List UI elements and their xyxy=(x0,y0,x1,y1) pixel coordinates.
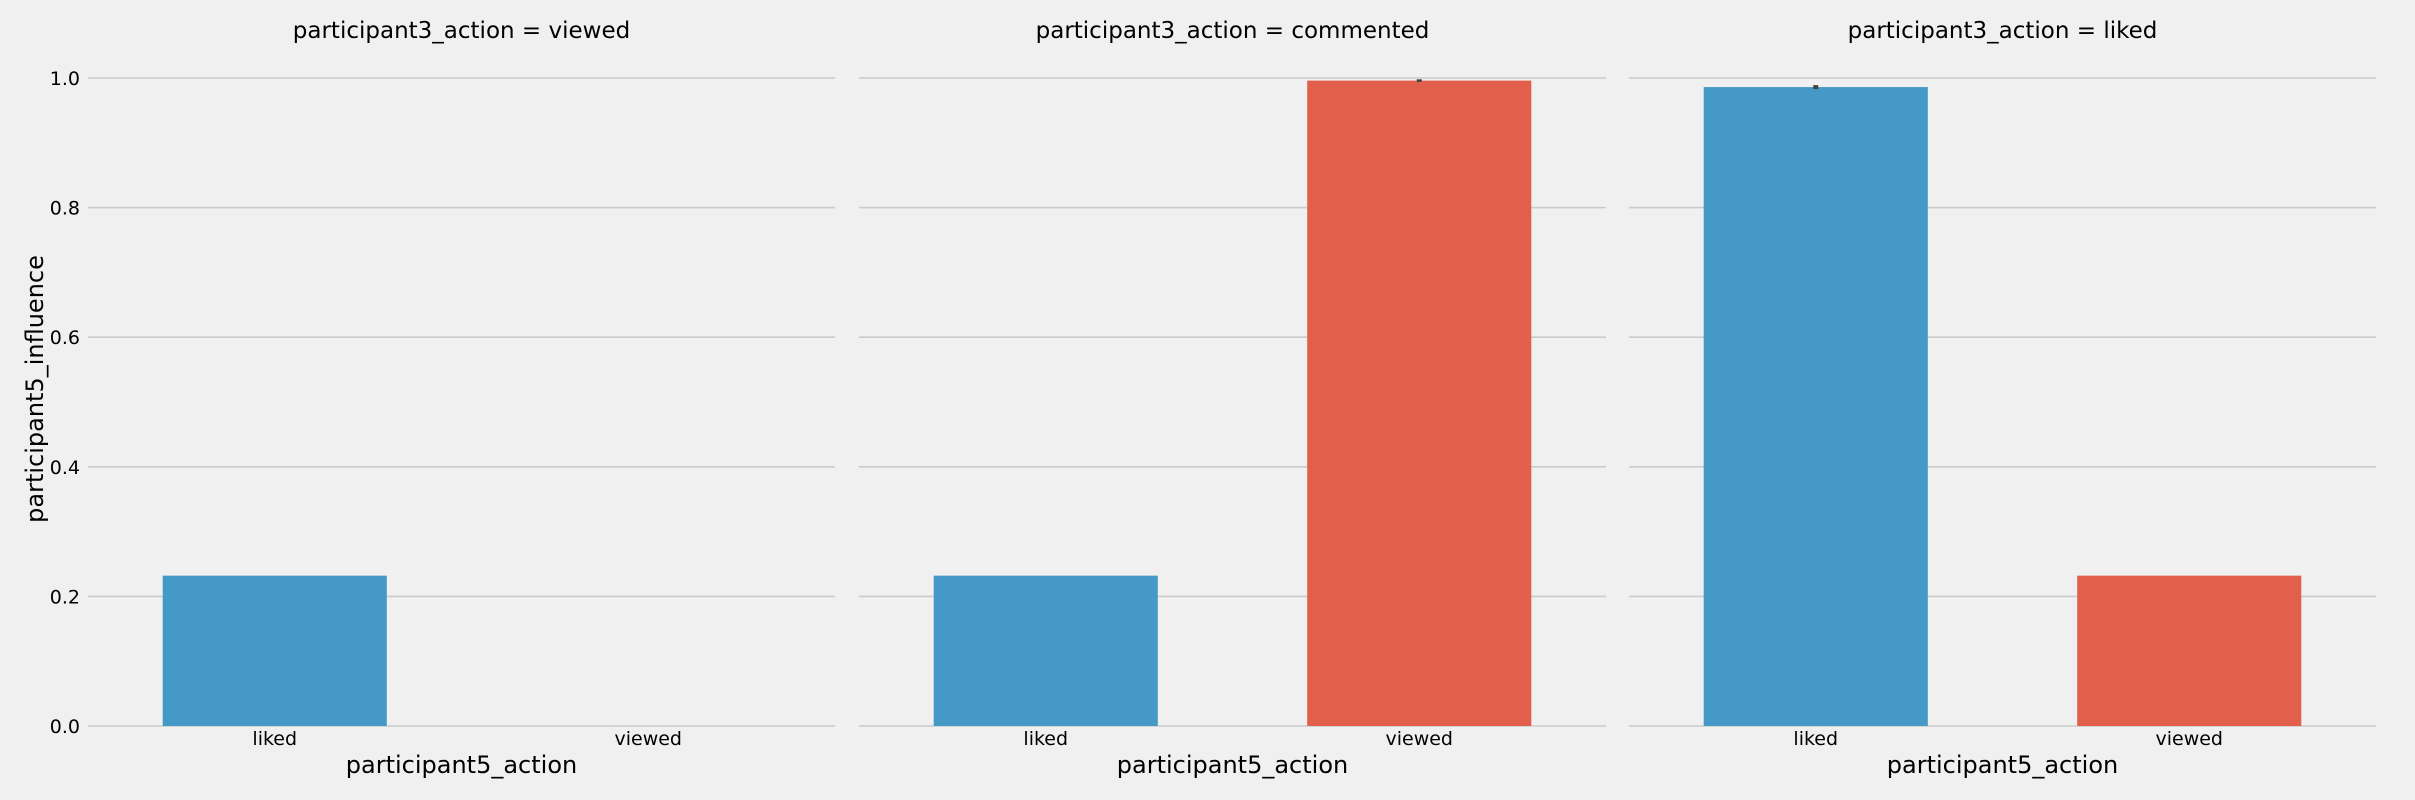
bar-viewed xyxy=(1307,80,1532,727)
x-axis-label: participant5_action xyxy=(346,751,577,779)
y-tick-label: 0.0 xyxy=(50,716,80,738)
facet-panel: participant3_action = commented liked view… xyxy=(859,18,1606,779)
y-tick-label: 0.6 xyxy=(50,327,80,349)
facet-panel: participant3_action = liked liked viewed pa… xyxy=(1629,18,2376,779)
bar-liked xyxy=(933,575,1158,726)
y-tick-label: 0.4 xyxy=(50,457,80,479)
bar-viewed xyxy=(2077,575,2302,726)
x-tick-label: liked xyxy=(252,728,297,750)
x-tick-label: viewed xyxy=(1385,728,1453,750)
x-axis-label: participant5_action xyxy=(1887,751,2118,779)
facet-title: participant3_action = viewed xyxy=(293,18,630,44)
y-tick-label: 0.2 xyxy=(50,586,80,608)
facet-title: participant3_action = liked xyxy=(1848,18,2158,44)
facet-panel: 0.0 0.2 0.4 0.6 0.8 1.0 participant3_action = … xyxy=(50,18,835,779)
x-tick-label: viewed xyxy=(2155,728,2223,750)
x-axis-label: participant5_action xyxy=(1117,751,1348,779)
y-axis-label: participant5_influence xyxy=(21,255,49,523)
chart-panels: 0.0 0.2 0.4 0.6 0.8 1.0 participant3_action = … xyxy=(50,18,2376,779)
x-tick-label: liked xyxy=(1023,728,1068,750)
facet-title: participant3_action = commented xyxy=(1036,18,1430,44)
y-tick-label: 1.0 xyxy=(50,68,80,90)
bar-liked xyxy=(162,575,387,726)
x-tick-label: viewed xyxy=(614,728,682,750)
y-tick-label: 0.8 xyxy=(50,198,80,220)
bar-liked xyxy=(1703,87,1928,726)
x-tick-label: liked xyxy=(1793,728,1838,750)
